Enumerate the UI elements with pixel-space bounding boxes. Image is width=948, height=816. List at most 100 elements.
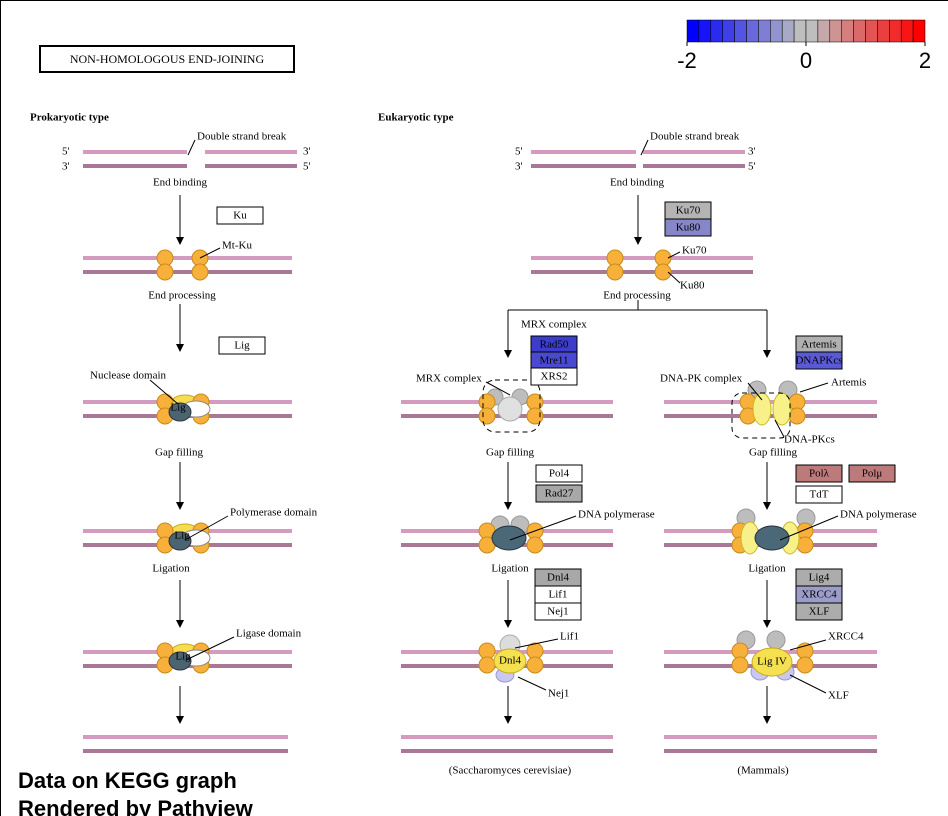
- leader-line: [789, 674, 827, 694]
- protein: [497, 396, 523, 422]
- leader-line: [789, 639, 827, 651]
- arrow-head: [504, 620, 512, 628]
- arrow-head: [176, 344, 184, 352]
- label: Ligation: [152, 563, 190, 575]
- protein: [168, 402, 192, 422]
- legend-cell: [853, 19, 866, 43]
- label: (Saccharomyces cerevisiae): [449, 765, 572, 777]
- leader-line: [509, 515, 577, 541]
- gene-label: Mre11: [540, 355, 569, 367]
- label: Nej1: [548, 688, 569, 700]
- leader-line: [799, 382, 829, 393]
- protein: [526, 656, 544, 674]
- leader-line: [485, 381, 511, 396]
- label: Ligation: [491, 563, 529, 575]
- gene-box: [535, 464, 583, 483]
- label: Artemis: [831, 377, 866, 389]
- shapes: [83, 139, 877, 753]
- label: End processing: [603, 290, 671, 302]
- protein: [796, 656, 814, 674]
- protein: [766, 630, 786, 650]
- legend-cell: [912, 19, 926, 43]
- arrow-head: [176, 716, 184, 724]
- label: Lig IV: [757, 656, 787, 668]
- protein: [752, 392, 772, 426]
- legend-cell: [889, 19, 902, 43]
- label: 5': [62, 146, 70, 158]
- legend-tick-label: -2: [677, 48, 697, 73]
- legend-cell: [722, 19, 735, 43]
- gene-label: DNAPKcs: [795, 355, 842, 367]
- gene-label: Lig4: [809, 572, 830, 584]
- label: Dnl4: [499, 655, 522, 667]
- legend-cell: [770, 19, 783, 43]
- label: 3': [748, 146, 756, 158]
- protein: [754, 525, 790, 551]
- complex-outline: [731, 392, 791, 439]
- gene-label: Ku70: [676, 205, 701, 217]
- label: End binding: [610, 177, 665, 189]
- arrow-head: [504, 350, 512, 358]
- legend-tick-label: 2: [919, 48, 931, 73]
- leader-line: [640, 139, 649, 156]
- footer-text: Data on KEGG graph: [18, 768, 237, 793]
- arrow-head: [176, 502, 184, 510]
- label: Lig: [175, 651, 191, 663]
- protein: [168, 651, 192, 671]
- label: Prokaryotic type: [30, 112, 109, 124]
- gene-box: [218, 336, 266, 355]
- title-box: [39, 45, 295, 73]
- legend-cell: [698, 19, 712, 43]
- gene-label: Pol4: [549, 468, 570, 480]
- label: 3': [515, 161, 523, 173]
- gene-label: Ku80: [676, 222, 701, 234]
- arrow-head: [763, 350, 771, 358]
- legend-cell: [829, 19, 842, 43]
- label: 3': [62, 161, 70, 173]
- protein: [751, 647, 793, 677]
- legend-cell: [710, 19, 723, 43]
- label: (Mammals): [737, 765, 789, 777]
- gene-box: [795, 602, 843, 621]
- legend-cell: [746, 19, 759, 43]
- leader-line: [149, 379, 179, 405]
- label: DNA polymerase: [578, 509, 655, 521]
- protein: [606, 263, 624, 281]
- gene-label: Ku: [233, 210, 247, 222]
- gene-box: [848, 464, 896, 483]
- gene-label: Artemis: [801, 339, 836, 351]
- protein: [156, 263, 174, 281]
- gene-label: XLF: [809, 606, 830, 618]
- leader-line: [667, 271, 681, 284]
- label: MRX complex: [416, 373, 482, 385]
- label: Polymerase domain: [230, 507, 318, 519]
- gene-label: Polλ: [809, 468, 830, 480]
- label: Nuclease domain: [90, 370, 167, 382]
- arrow-head: [176, 237, 184, 245]
- arrow-head: [763, 620, 771, 628]
- gene-box: [795, 485, 843, 504]
- protein: [191, 263, 209, 281]
- gene-label: Rad27: [545, 488, 574, 500]
- protein: [478, 407, 496, 425]
- gene-box: [216, 206, 264, 225]
- leader-line: [747, 382, 763, 401]
- gene-label: Lif1: [549, 589, 568, 601]
- arrow-head: [763, 716, 771, 724]
- legend-cell: [817, 19, 831, 43]
- label: End processing: [148, 290, 216, 302]
- label: End binding: [153, 177, 208, 189]
- protein: [493, 648, 527, 674]
- label: DNA-PKcs: [784, 434, 835, 446]
- gene-label: Lig: [234, 340, 250, 352]
- label: Lif1: [560, 631, 579, 643]
- legend-cell: [877, 19, 890, 43]
- label: Ligase domain: [236, 628, 302, 640]
- legend-cell: [758, 19, 771, 43]
- footer-text: Rendered by Pathview: [18, 796, 254, 816]
- legend-cell: [841, 19, 854, 43]
- leader-line: [187, 139, 196, 156]
- complex-outline: [482, 379, 541, 433]
